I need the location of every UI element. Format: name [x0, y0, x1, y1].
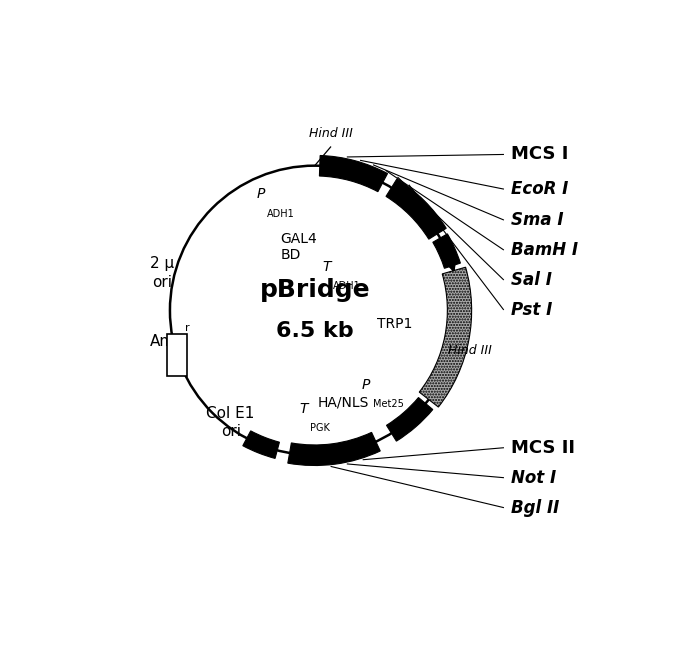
- Wedge shape: [243, 431, 280, 459]
- Text: Hind III: Hind III: [449, 344, 492, 357]
- Text: Sma I: Sma I: [511, 211, 563, 229]
- Text: T: T: [300, 402, 308, 416]
- Text: EcoR I: EcoR I: [511, 180, 568, 198]
- Text: HA/NLS: HA/NLS: [317, 396, 369, 410]
- Text: P: P: [257, 187, 265, 201]
- Text: r: r: [185, 323, 190, 333]
- Text: Hind III: Hind III: [308, 126, 352, 139]
- Wedge shape: [319, 155, 387, 192]
- Text: pBridge: pBridge: [260, 278, 370, 302]
- Text: Col E1: Col E1: [207, 406, 255, 420]
- Text: MCS I: MCS I: [511, 145, 568, 163]
- Text: ori: ori: [221, 424, 240, 440]
- Text: BD: BD: [280, 249, 300, 262]
- Wedge shape: [419, 267, 472, 407]
- Text: ADH1: ADH1: [267, 209, 295, 219]
- Wedge shape: [386, 179, 447, 239]
- Text: T: T: [322, 260, 330, 274]
- Text: 6.5 kb: 6.5 kb: [276, 321, 354, 341]
- Text: PGK: PGK: [310, 424, 330, 434]
- Text: Met25: Met25: [372, 399, 403, 409]
- Text: ori: ori: [153, 275, 172, 290]
- FancyBboxPatch shape: [167, 334, 188, 376]
- Text: MCS II: MCS II: [511, 439, 575, 457]
- Wedge shape: [387, 397, 433, 441]
- Wedge shape: [433, 234, 460, 268]
- Text: Not I: Not I: [511, 469, 556, 486]
- Text: BamH I: BamH I: [511, 241, 578, 258]
- Text: 2 μ: 2 μ: [150, 256, 174, 271]
- Text: ADH1: ADH1: [333, 282, 360, 292]
- Text: GAL4: GAL4: [280, 231, 317, 245]
- Wedge shape: [288, 432, 380, 465]
- Text: P: P: [361, 377, 370, 392]
- Text: TRP1: TRP1: [377, 317, 413, 331]
- Text: Amp: Amp: [149, 334, 184, 349]
- Text: Pst I: Pst I: [511, 301, 552, 319]
- Text: Bgl II: Bgl II: [511, 498, 559, 516]
- Text: Sal I: Sal I: [511, 270, 552, 289]
